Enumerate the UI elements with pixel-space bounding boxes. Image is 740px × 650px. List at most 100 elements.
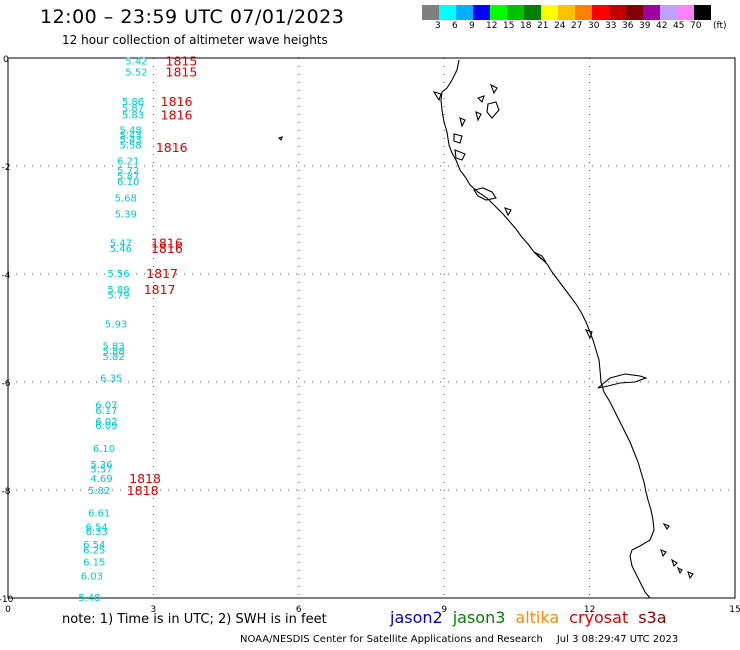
coastline [277, 59, 694, 599]
color-tick-label: 70 [690, 21, 702, 31]
color-swatch-8 [558, 5, 575, 20]
x-tick-label: 15 [729, 605, 740, 615]
swh-value: 5.57 [90, 464, 112, 475]
color-tick-label: 27 [571, 21, 583, 31]
swh-value: 5.48 [78, 593, 100, 604]
color-unit-label: (ft) [713, 21, 727, 31]
color-tick-label: 30 [588, 21, 600, 31]
y-tick-label: -4 [2, 271, 11, 281]
satellite-cryosat: cryosat [569, 608, 629, 627]
island-6 [459, 117, 466, 128]
island-12 [662, 522, 670, 531]
color-swatch-12 [626, 5, 643, 20]
island-11 [277, 136, 283, 142]
observation-time: 1816 [151, 241, 183, 256]
swh-value: 4.69 [90, 474, 112, 485]
satellite-jason3: jason3 [452, 608, 506, 627]
color-swatch-2 [456, 5, 473, 20]
x-tick-label: 0 [5, 605, 11, 615]
map-title: 12:00 – 23:59 UTC 07/01/2023 [40, 6, 345, 28]
island-1 [476, 95, 485, 104]
swh-value: 6.33 [86, 527, 108, 538]
y-tick-label: -2 [2, 163, 11, 173]
color-swatch-4 [490, 5, 507, 20]
color-swatch-13 [643, 5, 660, 20]
swh-value: 6.10 [117, 177, 139, 188]
swh-value: 6.07 [95, 401, 117, 412]
observation-time: 1818 [129, 471, 161, 486]
color-tick-label: 21 [537, 21, 549, 31]
color-swatch-3 [473, 5, 490, 20]
island-15 [687, 571, 694, 580]
color-swatch-5 [507, 5, 524, 20]
island-8 [454, 149, 466, 161]
swh-value: 6.09 [95, 421, 117, 432]
swh-value: 5.79 [107, 291, 129, 302]
map-frame [7, 57, 736, 599]
swh-value: 6.10 [93, 444, 115, 455]
color-swatch-6 [524, 5, 541, 20]
swh-value: 6.02 [95, 417, 117, 428]
observation-time: 1816 [161, 108, 193, 123]
x-tick-label: 3 [151, 605, 157, 615]
swh-value: 5.83 [122, 111, 144, 122]
color-tick-label: 18 [520, 21, 532, 31]
swh-value: 6.17 [95, 406, 117, 417]
swh-value: 5.88 [103, 347, 125, 358]
color-scale-bar [422, 5, 711, 20]
map-subtitle: 12 hour collection of altimeter wave hei… [62, 33, 328, 47]
bay-inlet [533, 251, 547, 263]
swh-labels: 5.425.52 5.86 5.87 5.83 5.48 5.435.435.58 6.21… [78, 57, 147, 604]
color-tick-label: 39 [639, 21, 651, 31]
observation-time: 1817 [144, 282, 176, 297]
swh-value: 5.86 [122, 97, 144, 108]
color-tick-label: 33 [605, 21, 617, 31]
x-axis-labels: 0 3 6 9 12 15 [5, 605, 740, 615]
river-inlet [584, 329, 593, 340]
swh-value: 5.43 [119, 131, 141, 142]
swh-value: 5.87 [117, 172, 139, 183]
x-tick-label: 9 [441, 605, 447, 615]
mainland-coast [440, 59, 655, 599]
swh-value: 6.25 [83, 545, 105, 556]
swh-value: 5.83 [103, 341, 125, 352]
swh-value: 6.35 [100, 374, 122, 385]
observation-time: 1816 [151, 236, 183, 251]
island-16 [676, 566, 683, 575]
swh-value: 6.61 [88, 509, 110, 520]
satellite-s3a: s3a [638, 608, 667, 627]
island-10 [504, 207, 512, 217]
credit-line: NOAA/NESDIS Center for Satellite Applica… [240, 634, 678, 645]
color-swatch-14 [660, 5, 677, 20]
swh-value: 5.43 [119, 135, 141, 146]
credit-text: NOAA/NESDIS Center for Satellite Applica… [240, 634, 543, 645]
color-tick-label: 3 [435, 21, 441, 31]
swh-value: 5.39 [115, 210, 137, 221]
swh-value: 5.72 [117, 166, 139, 177]
island-3 [475, 111, 482, 122]
observation-time: 1818 [127, 483, 159, 498]
color-tick-label: 42 [656, 21, 668, 31]
color-tick-label: 6 [452, 21, 458, 31]
swh-value: 5.68 [115, 193, 137, 204]
island-2 [486, 101, 500, 119]
color-swatch-0 [422, 5, 439, 20]
generation-timestamp: Jul 3 08:29:47 UTC 2023 [556, 634, 679, 645]
swh-value: 5.42 [125, 57, 147, 68]
gulf-inlet [597, 373, 648, 389]
swh-value: 6.54 [83, 540, 105, 551]
swh-value: 5.58 [119, 140, 141, 151]
color-tick-label: 36 [622, 21, 634, 31]
color-tick-label: 9 [469, 21, 475, 31]
color-swatch-10 [592, 5, 609, 20]
color-swatch-7 [541, 5, 558, 20]
y-tick-label: 0 [3, 55, 9, 65]
color-swatch-9 [575, 5, 592, 20]
swh-value: 5.56 [107, 269, 129, 280]
color-tick-label: 12 [486, 21, 498, 31]
island-14 [671, 558, 678, 568]
swh-value: 5.52 [125, 68, 147, 79]
swh-value: 6.21 [117, 157, 139, 168]
color-tick-label: 15 [503, 21, 515, 31]
